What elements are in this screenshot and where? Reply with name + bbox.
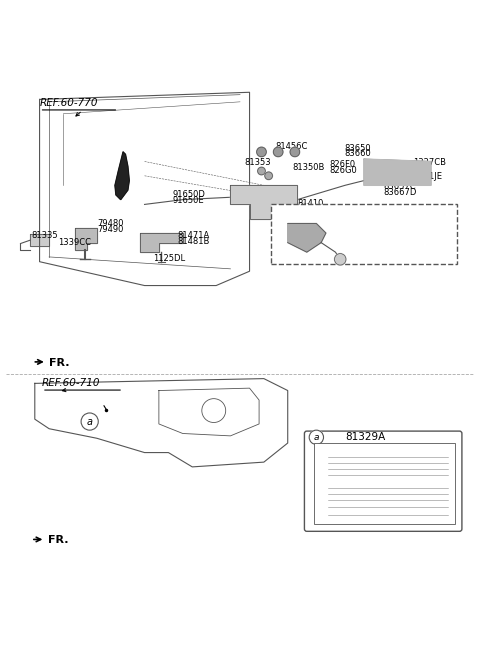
Text: 81350B: 81350B [292, 163, 325, 171]
Polygon shape [230, 185, 297, 219]
Polygon shape [30, 234, 49, 246]
Text: 81420: 81420 [297, 205, 324, 214]
Text: 81335: 81335 [31, 231, 58, 240]
Text: 77960: 77960 [365, 232, 392, 241]
Text: 81329A: 81329A [345, 432, 385, 442]
FancyBboxPatch shape [304, 431, 462, 532]
Text: a: a [313, 433, 319, 442]
Text: 81481B: 81481B [177, 237, 209, 246]
Text: 81471A: 81471A [177, 231, 209, 240]
Text: 91650D: 91650D [172, 191, 205, 199]
Circle shape [274, 147, 283, 157]
Circle shape [335, 254, 346, 265]
Polygon shape [364, 159, 431, 185]
Text: FR.: FR. [48, 535, 68, 545]
Text: REF.60-710: REF.60-710 [42, 378, 100, 388]
Text: (W/POWER DOOR: (W/POWER DOOR [320, 213, 408, 222]
Circle shape [309, 430, 324, 445]
Text: 81456C: 81456C [276, 142, 308, 150]
FancyBboxPatch shape [271, 204, 457, 264]
Text: 83667D: 83667D [383, 187, 417, 196]
Circle shape [290, 147, 300, 157]
Text: 1327CB: 1327CB [413, 158, 446, 167]
Circle shape [265, 172, 273, 179]
Text: 77970: 77970 [365, 238, 392, 246]
Text: 79480: 79480 [97, 219, 123, 228]
Circle shape [81, 413, 98, 430]
Text: a: a [87, 417, 93, 426]
Text: 91650E: 91650E [172, 196, 204, 205]
Text: 1125DL: 1125DL [153, 254, 185, 263]
Polygon shape [288, 223, 326, 252]
Polygon shape [75, 228, 97, 250]
Text: CLOSING SYSTEM): CLOSING SYSTEM) [318, 221, 410, 230]
Text: 79490: 79490 [97, 225, 123, 234]
Text: 826F0: 826F0 [330, 160, 356, 170]
Text: 83650: 83650 [344, 144, 371, 152]
Circle shape [258, 167, 265, 175]
Text: 81410: 81410 [297, 199, 324, 208]
Text: FR.: FR. [49, 358, 70, 368]
Text: 1731JE: 1731JE [413, 172, 442, 181]
Text: 1339CC: 1339CC [58, 238, 91, 247]
Text: 83657C: 83657C [383, 182, 416, 191]
Circle shape [257, 147, 266, 157]
Text: 81353: 81353 [245, 158, 271, 167]
Text: 83660: 83660 [344, 149, 371, 158]
Circle shape [202, 399, 226, 422]
Polygon shape [140, 233, 183, 252]
Polygon shape [115, 152, 129, 200]
FancyBboxPatch shape [314, 443, 455, 524]
Text: 826G0: 826G0 [330, 166, 358, 175]
Text: REF.60-770: REF.60-770 [39, 98, 98, 108]
